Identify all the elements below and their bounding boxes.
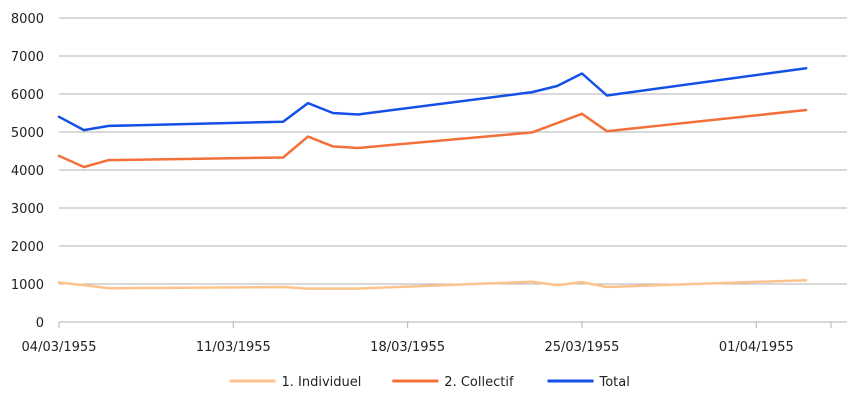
y-tick-label: 7000 xyxy=(11,50,44,65)
x-tick-label: 01/04/1955 xyxy=(719,340,794,355)
legend-label: 1. Individuel xyxy=(282,375,362,390)
series-lines xyxy=(57,66,808,290)
y-tick-label: 4000 xyxy=(11,164,44,179)
grid xyxy=(59,17,847,285)
y-tick-label: 5000 xyxy=(11,126,44,141)
x-tick-label: 04/03/1955 xyxy=(22,340,97,355)
y-tick-label: 0 xyxy=(36,316,44,331)
y-tick-label: 1000 xyxy=(11,278,44,293)
legend-label: Total xyxy=(599,375,630,390)
y-tick-label: 8000 xyxy=(11,12,44,27)
y-tick-label: 3000 xyxy=(11,202,44,217)
x-tick-label: 18/03/1955 xyxy=(370,340,445,355)
axes: 0 1000 2000 3000 4000 5000 6000 7000 8000 04/03/1… xyxy=(11,12,847,355)
series-line xyxy=(57,66,808,132)
series-line xyxy=(57,108,808,169)
x-tick-label: 11/03/1955 xyxy=(196,340,271,355)
x-tick-label: 25/03/1955 xyxy=(544,340,619,355)
series-line xyxy=(57,278,808,290)
legend-label: 2. Collectif xyxy=(444,375,514,390)
y-tick-label: 2000 xyxy=(11,240,44,255)
y-tick-label: 6000 xyxy=(11,88,44,103)
legend: 1. Individuel 2. Collectif Total xyxy=(229,375,630,390)
